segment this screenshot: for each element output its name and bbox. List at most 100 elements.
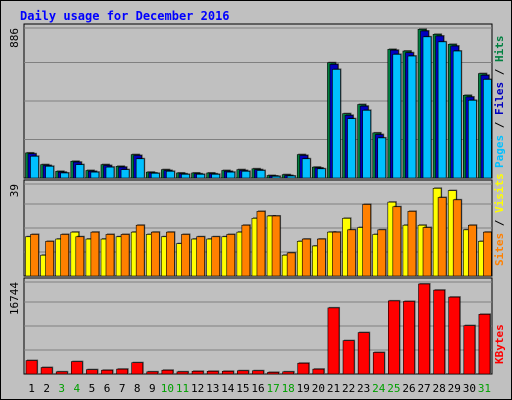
- kbytes-panel: 16744 KBytes: [8, 277, 506, 375]
- legend-separator: /: [493, 115, 506, 135]
- hits-files-pages-bar-pages-day-23: [362, 110, 371, 179]
- x-tick-label-day-10: 10: [161, 382, 174, 395]
- visits-sites-bar-sites-day-10: [166, 231, 175, 277]
- kbytes-bar-kbytes-day-21: [327, 307, 340, 375]
- visits-sites-bar-sites-day-3: [60, 234, 69, 277]
- x-tick-label-day-8: 8: [134, 382, 141, 395]
- visits-sites-bar-sites-day-7: [120, 234, 130, 277]
- visits-sites-legend: Sites / Visits: [493, 173, 506, 266]
- visits-sites-bar-sites-day-30: [468, 224, 477, 277]
- visits-sites-bar-sites-day-27: [422, 227, 432, 277]
- visits-sites-bar-sites-day-23: [362, 204, 371, 277]
- hits-files-pages-bar-pages-day-24: [377, 137, 387, 179]
- kbytes-bar-kbytes-day-11: [176, 371, 189, 375]
- x-tick-label-day-16: 16: [251, 382, 264, 395]
- legend-visits: Visits: [493, 173, 506, 213]
- x-tick-label-day-24: 24: [372, 382, 386, 395]
- x-tick-label-day-6: 6: [104, 382, 111, 395]
- x-tick-label-day-18: 18: [282, 382, 295, 395]
- kbytes-bar-kbytes-day-23: [357, 332, 370, 375]
- legend-hits: Hits: [493, 36, 506, 63]
- hits-files-pages-bar-pages-day-12: [196, 174, 205, 179]
- kbytes-bar-kbytes-day-15: [237, 370, 249, 375]
- x-tick-label-day-13: 13: [206, 382, 219, 395]
- hits-files-pages-bar-pages-day-17: [271, 176, 281, 179]
- kbytes-bar-kbytes-day-8: [131, 362, 144, 375]
- hits-files-pages-bar-pages-day-21: [332, 69, 341, 179]
- hits-files-pages-bar-pages-day-3: [60, 172, 69, 179]
- visits-sites-bar-sites-day-14: [226, 234, 236, 277]
- x-tick-label-day-27: 27: [417, 382, 430, 395]
- hits-files-pages-bar-pages-day-11: [181, 174, 190, 179]
- x-tick-label-day-17: 17: [266, 382, 279, 395]
- x-tick-label-day-23: 23: [357, 382, 370, 395]
- hits-files-pages-bar-pages-day-25: [392, 54, 402, 179]
- visits-sites-bar-sites-day-22: [347, 229, 356, 277]
- visits-sites-bar-sites-day-17: [271, 215, 281, 277]
- x-tick-label-day-29: 29: [448, 382, 461, 395]
- visits-sites-bar-sites-day-16: [256, 211, 266, 277]
- x-tick-label-day-11: 11: [176, 382, 189, 395]
- kbytes-bar-kbytes-day-26: [403, 301, 415, 375]
- x-tick-label-day-20: 20: [312, 382, 325, 395]
- visits-sites-bar-sites-day-21: [332, 231, 341, 277]
- x-tick-label-day-14: 14: [221, 382, 235, 395]
- visits-sites-bar-sites-day-9: [150, 231, 160, 277]
- legend-files: Files: [493, 82, 506, 115]
- hits-files-pages-bar-pages-day-10: [166, 171, 175, 179]
- visits-sites-bar-sites-day-15: [241, 224, 251, 277]
- visits-sites-bar-sites-day-6: [105, 234, 115, 277]
- kbytes-ymax-label: 16744: [8, 282, 21, 315]
- visits-sites-bar-sites-day-26: [407, 211, 417, 277]
- hits-files-pages-bar-pages-day-20: [317, 168, 326, 179]
- visits-sites-bar-sites-day-8: [135, 224, 145, 277]
- kbytes-bar-kbytes-day-29: [448, 296, 461, 375]
- kbytes-bar-kbytes-day-16: [252, 370, 264, 375]
- x-tick-label-day-30: 30: [463, 382, 476, 395]
- kbytes-bar-kbytes-day-17: [267, 372, 279, 375]
- legend-separator: /: [493, 213, 506, 233]
- kbytes-bar-kbytes-day-31: [478, 314, 491, 375]
- legend-pages: Pages: [493, 135, 506, 168]
- x-tick-label-day-3: 3: [58, 382, 65, 395]
- kbytes-bar-kbytes-day-24: [372, 352, 385, 375]
- hits-files-pages-bar-pages-day-5: [90, 171, 100, 179]
- hits-files-pages-bar-pages-day-2: [45, 166, 54, 179]
- kbytes-bar-kbytes-day-22: [342, 340, 355, 375]
- visits-sites-bar-sites-day-25: [392, 206, 402, 277]
- kbytes-bar-kbytes-day-18: [282, 371, 295, 375]
- hits-files-pages-bar-pages-day-30: [468, 100, 477, 179]
- x-tick-label-day-4: 4: [74, 382, 81, 395]
- hits-files-pages-bar-pages-day-13: [211, 174, 220, 179]
- hits-files-pages-bar-pages-day-27: [422, 36, 432, 179]
- kbytes-bar-kbytes-day-2: [40, 367, 53, 375]
- kbytes-bar-kbytes-day-6: [101, 369, 113, 375]
- kbytes-bar-kbytes-day-10: [161, 369, 174, 375]
- chart-title: Daily usage for December 2016: [20, 9, 230, 23]
- hits-files-pages-bar-pages-day-4: [75, 164, 85, 179]
- hits-files-pages-bar-pages-day-14: [226, 171, 236, 179]
- hits-files-pages-ymax-label: 886: [8, 28, 21, 48]
- visits-sites-bar-sites-day-29: [452, 199, 462, 277]
- visits-sites-bar-sites-day-28: [437, 197, 447, 277]
- kbytes-bar-kbytes-day-25: [388, 300, 400, 375]
- kbytes-bar-kbytes-day-19: [297, 362, 310, 375]
- visits-sites-bar-sites-day-13: [211, 236, 220, 277]
- visits-sites-panel: 39 Sites / Visits: [8, 173, 506, 277]
- hits-files-pages-bar-pages-day-18: [286, 175, 296, 179]
- hits-files-pages-panel: 886 Pages / Files / Hits: [8, 23, 506, 179]
- legend-sites: Sites: [493, 233, 506, 266]
- kbytes-bar-kbytes-day-1: [25, 360, 38, 375]
- x-tick-label-day-5: 5: [89, 382, 96, 395]
- visits-sites-bar-sites-day-24: [377, 229, 387, 277]
- hits-files-pages-bar-pages-day-8: [135, 158, 145, 179]
- hits-files-pages-bar-pages-day-28: [437, 41, 447, 179]
- x-tick-label-day-1: 1: [28, 382, 35, 395]
- kbytes-bar-kbytes-day-5: [86, 369, 98, 375]
- x-tick-label-day-28: 28: [433, 382, 446, 395]
- visits-sites-bar-sites-day-19: [301, 238, 311, 277]
- x-tick-label-day-9: 9: [149, 382, 156, 395]
- hits-files-pages-bar-pages-day-15: [241, 171, 251, 179]
- legend-separator: /: [493, 62, 506, 82]
